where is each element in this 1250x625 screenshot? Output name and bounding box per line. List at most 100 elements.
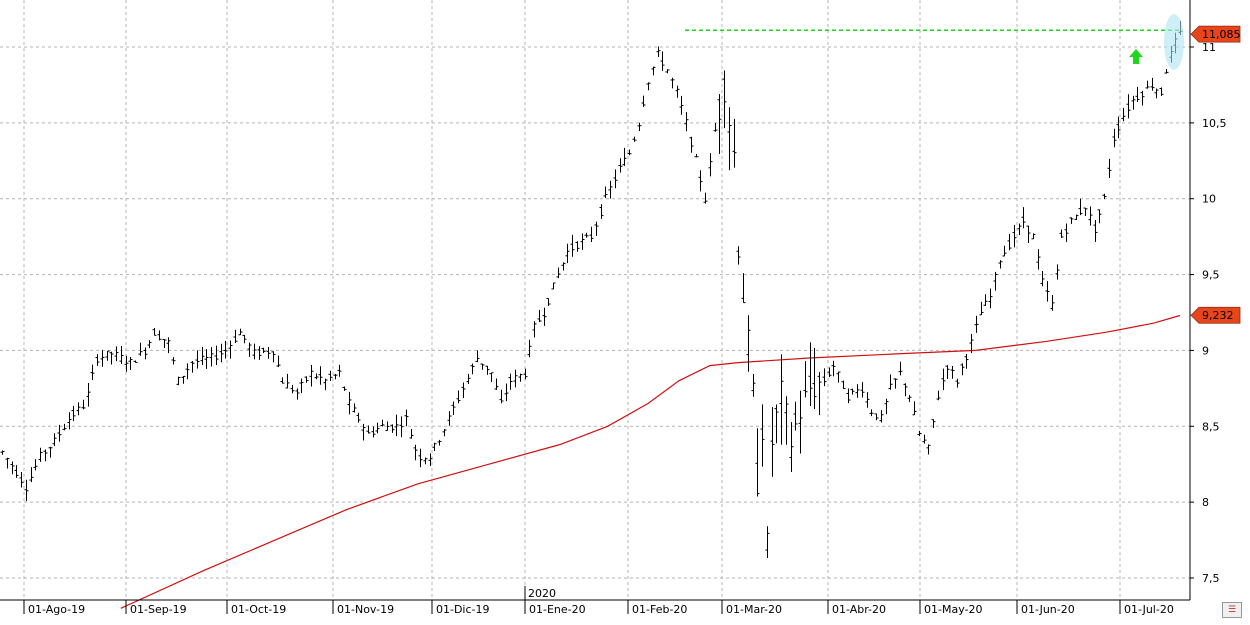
price-bar <box>171 357 176 365</box>
price-bar <box>1140 90 1145 106</box>
price-bar <box>337 364 342 377</box>
price-bar <box>252 343 257 360</box>
price-bar <box>1150 77 1155 91</box>
price-bar <box>228 340 233 359</box>
price-bar <box>1126 94 1131 119</box>
price-bar <box>423 457 428 465</box>
price-bar <box>784 396 789 445</box>
price-bar <box>774 404 779 444</box>
price-bar <box>266 347 271 359</box>
price-bar <box>166 337 171 354</box>
price-bar <box>1159 87 1164 97</box>
price-bar <box>1036 249 1041 270</box>
price-bar <box>347 391 352 415</box>
price-bar <box>143 347 148 360</box>
price-bar <box>1050 294 1055 311</box>
price-bar <box>812 347 817 410</box>
price-bar <box>903 383 908 397</box>
moving-average-line <box>120 314 1181 609</box>
price-bar <box>893 378 898 389</box>
price-bar <box>494 378 499 390</box>
last-price-label: 11,085 <box>1202 28 1241 41</box>
price-bar <box>1017 223 1022 236</box>
price-bar <box>551 282 556 290</box>
price-bar <box>1112 128 1117 148</box>
grid <box>0 0 1190 600</box>
price-bar <box>333 373 338 380</box>
price-bar <box>152 328 157 336</box>
price-bar <box>955 378 960 388</box>
price-bar <box>257 346 262 360</box>
price-bar <box>119 346 124 365</box>
price-bar <box>1045 281 1050 302</box>
price-bar <box>1069 217 1074 224</box>
price-bar <box>594 221 599 236</box>
price-bar <box>24 479 29 502</box>
price-bar <box>1031 233 1036 240</box>
price-bar <box>466 373 471 384</box>
price-bar <box>390 424 395 433</box>
price-bar <box>1102 193 1107 200</box>
x-tick-label: 01-Ene-20 <box>529 603 586 616</box>
x-tick-label: 01-Jul-20 <box>1124 603 1174 616</box>
price-bar <box>181 375 186 384</box>
price-bar <box>974 315 979 333</box>
price-bar <box>504 383 509 402</box>
price-bar <box>565 243 570 264</box>
price-bar <box>561 262 566 271</box>
price-bar <box>328 370 333 381</box>
y-tick-label: 8 <box>1202 496 1209 509</box>
price-bar <box>33 459 38 471</box>
price-bar <box>722 70 727 129</box>
price-bar <box>371 426 376 438</box>
price-bar <box>14 465 19 478</box>
price-bar <box>698 170 703 192</box>
price-bar <box>428 453 433 467</box>
price-bar <box>19 471 24 488</box>
price-bar <box>95 354 100 366</box>
price-bar <box>603 186 608 199</box>
price-bar <box>409 428 414 439</box>
price-bar <box>679 95 684 115</box>
chart-settings-icon[interactable]: ☰ <box>1222 602 1242 618</box>
price-bar <box>584 232 589 238</box>
price-bar <box>309 365 314 387</box>
price-bar <box>1078 198 1083 216</box>
price-bar <box>532 321 537 338</box>
price-bar <box>380 419 385 427</box>
price-bar <box>760 404 765 467</box>
price-bar <box>613 169 618 189</box>
price-bar <box>841 380 846 390</box>
price-bar <box>233 329 238 344</box>
price-bar <box>589 226 594 243</box>
price-bar <box>247 342 252 357</box>
price-bar <box>527 339 532 358</box>
price-bar <box>304 376 309 383</box>
price-bar <box>865 392 870 408</box>
moving-average <box>120 314 1181 609</box>
price-bar <box>736 246 741 265</box>
price-bar <box>732 118 737 168</box>
price-bar <box>570 234 575 257</box>
price-bar <box>556 267 561 279</box>
price-bar <box>936 390 941 401</box>
price-bar <box>299 378 304 394</box>
price-bar <box>1064 223 1069 242</box>
price-bar <box>993 271 998 291</box>
price-bar <box>195 350 200 369</box>
price-bar <box>979 301 984 316</box>
price-bar <box>314 373 319 380</box>
price-bar <box>1154 88 1159 99</box>
price-bar <box>1012 224 1017 248</box>
price-bar <box>907 395 912 402</box>
price-bar <box>727 107 732 171</box>
price-bar <box>599 204 604 219</box>
price-bar <box>1026 225 1031 243</box>
price-bar <box>105 350 110 361</box>
price-bar <box>860 382 865 398</box>
price-bar <box>0 450 5 455</box>
x-tick-label: 01-Nov-19 <box>337 603 394 616</box>
price-bar <box>508 373 513 390</box>
price-bar <box>480 363 485 370</box>
